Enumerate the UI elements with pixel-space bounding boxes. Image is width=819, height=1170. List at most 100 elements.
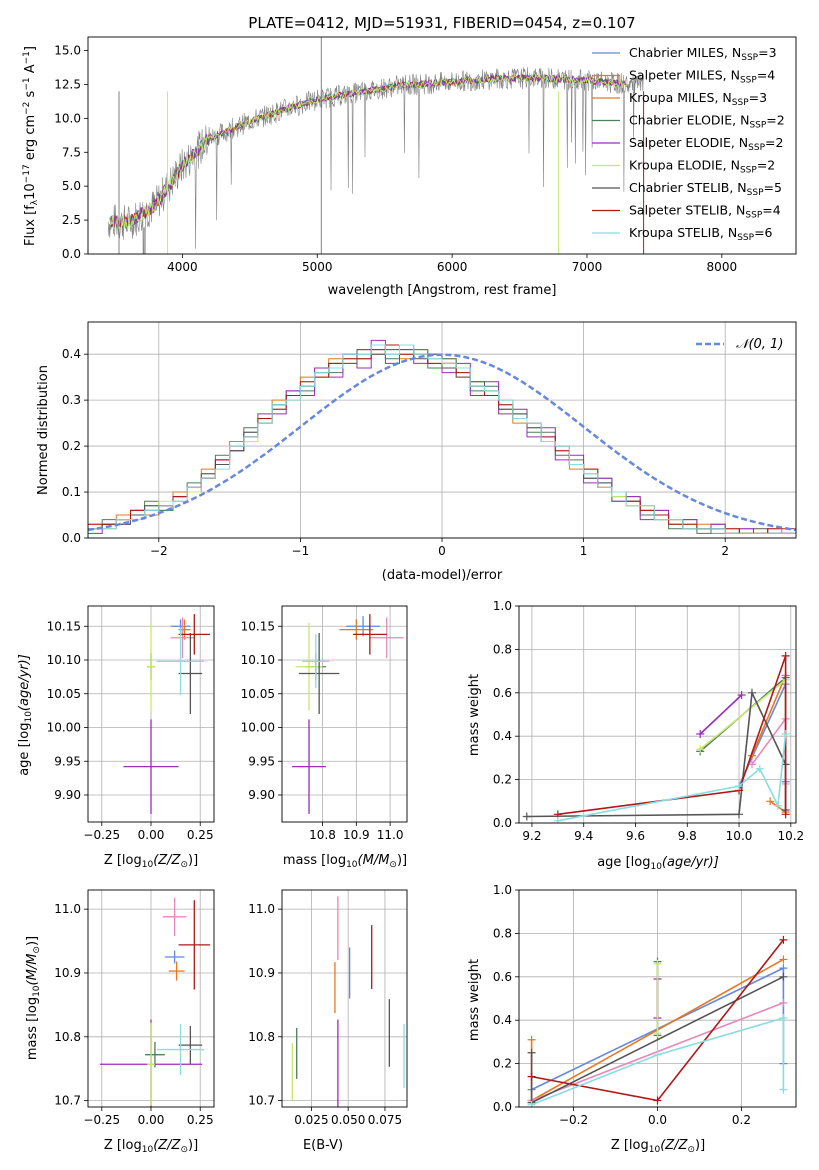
legend-label-tail: =6 xyxy=(754,225,772,240)
x-tick-label: −0.2 xyxy=(559,1113,588,1127)
y-tick-label: 2.5 xyxy=(62,213,81,227)
plus-marker xyxy=(781,810,790,819)
x-tick-label: −0.25 xyxy=(83,1113,120,1127)
x-tick-label: 9.8 xyxy=(678,829,697,843)
plus-marker xyxy=(747,688,756,697)
legend-label: Chabrier STELIB, NSSP=5 xyxy=(629,180,782,198)
y-tick-label: 10.05 xyxy=(47,687,81,701)
legend-label: Chabrier ELODIE, NSSP=2 xyxy=(629,113,785,131)
legend-label-sub: SSP xyxy=(747,188,764,198)
y-tick-label: 0.6 xyxy=(493,686,512,700)
errorbar-point xyxy=(145,1041,165,1068)
y-tick-label: 0.0 xyxy=(62,531,81,545)
y-tick-label: 5.0 xyxy=(62,179,81,193)
legend-label: Kroupa MILES, NSSP=3 xyxy=(629,90,767,108)
y-tick-label: 12.5 xyxy=(54,77,81,91)
plus-marker xyxy=(653,1029,662,1038)
residuals-legend: 𝒩(0, 1) xyxy=(696,337,783,352)
plus-marker xyxy=(527,1048,536,1057)
y-tick-label: 1.0 xyxy=(493,883,512,897)
errorbar-point xyxy=(292,719,326,814)
legend-label: Salpeter STELIB, NSSP=4 xyxy=(629,203,781,221)
x-tick-label: −1 xyxy=(292,544,310,558)
plus-marker xyxy=(735,782,744,791)
plus-marker xyxy=(653,1050,662,1059)
y-tick-label: 15.0 xyxy=(54,44,81,58)
errorbar-point xyxy=(339,619,374,640)
gaussian-curve xyxy=(88,353,796,532)
mass-vs-z-panel: −0.25 0.00 0.25 10.7 10.8 10.9 11.0 xyxy=(54,889,215,1127)
legend-label-text: Salpeter ELODIE, N xyxy=(629,135,748,150)
x-tick-label: 9.2 xyxy=(522,829,541,843)
plot-area xyxy=(527,935,788,1107)
legend-label-text: Chabrier ELODIE, N xyxy=(629,113,749,128)
errorbar-point xyxy=(162,897,187,936)
plus-marker xyxy=(735,810,744,819)
plus-marker xyxy=(781,730,790,739)
plus-marker xyxy=(755,764,764,773)
age-vs-mass-xlabel: mass [log10(M/M⊙)] xyxy=(283,853,407,870)
legend-label-text: Salpeter STELIB, N xyxy=(629,203,745,218)
plus-marker xyxy=(779,1085,788,1094)
weight-vs-age-xlabel: age [log10(age/yr)] xyxy=(597,855,719,872)
weight-line xyxy=(699,694,743,735)
x-tick-label: 0.0 xyxy=(648,1113,667,1127)
errorbar-point xyxy=(147,622,155,711)
legend-label-tail: =3 xyxy=(749,90,767,105)
y-tick-label: 0.4 xyxy=(62,347,81,361)
plus-marker xyxy=(527,1100,536,1107)
errorbar-point xyxy=(178,633,203,714)
mass-vs-ebv-xlabel: E(B-V) xyxy=(303,1138,343,1153)
y-tick-label: 10.8 xyxy=(248,1030,275,1044)
age-vs-mass-panel: 10.8 10.9 11.0 9.90 9.95 10.00 10.05 10.10 10.15 xyxy=(241,605,408,842)
errorbar-point xyxy=(123,719,179,814)
errorbar-point xyxy=(164,950,185,964)
legend-label-sub: SSP xyxy=(745,211,762,221)
plus-marker xyxy=(773,801,782,810)
grid xyxy=(282,890,407,1107)
age-vs-z-ylabel: age [log10(age/yr)] xyxy=(17,654,34,776)
plot-frame xyxy=(281,889,408,1108)
plot-frame xyxy=(87,605,215,823)
legend-label-sub: SSP xyxy=(737,233,754,243)
x-tick-label: 0.075 xyxy=(368,1113,402,1127)
mass-vs-z-ylabel: mass [log10(M/M⊙)] xyxy=(25,936,42,1060)
spectrum-panel: 4000 5000 6000 7000 8000 0.0 2.5 5.0 7.5 10.0 12.5… xyxy=(54,36,797,274)
weight-vs-age-ylabel: mass weight xyxy=(467,674,482,756)
errorbar-point xyxy=(178,1025,203,1065)
plus-marker xyxy=(779,1014,788,1023)
spectrum-ylabel: Flux [fλ10−17 erg cm−2 s−1 A−1] xyxy=(22,46,40,246)
x-tick-label: 5000 xyxy=(302,260,333,274)
y-tick-label: 10.10 xyxy=(47,653,81,667)
legend-gaussian-label: 𝒩(0, 1) xyxy=(736,337,783,352)
y-tick-label: 9.95 xyxy=(248,754,275,768)
y-tick-label: 0.0 xyxy=(493,816,512,830)
y-tick-label: 0.0 xyxy=(62,247,81,261)
plus-marker xyxy=(696,745,705,754)
plus-marker xyxy=(527,1072,536,1081)
legend-label-sub: SSP xyxy=(748,143,765,153)
legend-label-sub: SSP xyxy=(740,76,757,86)
errorbar-point xyxy=(346,616,380,637)
x-tick-label: 0.050 xyxy=(331,1113,365,1127)
plus-marker xyxy=(747,760,756,769)
y-tick-label: 9.95 xyxy=(54,754,81,768)
y-tick-label: 0.2 xyxy=(493,773,512,787)
errorbar-point xyxy=(178,614,211,655)
plus-marker xyxy=(779,998,788,1007)
weight-vs-z-xlabel: Z [log10(Z/Z⊙)] xyxy=(611,1138,705,1155)
y-tick-label: 9.90 xyxy=(54,788,81,802)
x-tick-label: 6000 xyxy=(437,260,468,274)
x-tick-label: 0 xyxy=(438,544,446,558)
errorbar-point xyxy=(352,614,387,655)
legend-label-tail: =2 xyxy=(757,158,775,173)
plus-marker xyxy=(522,812,531,821)
x-tick-label: 7000 xyxy=(572,260,603,274)
x-tick-label: 9.4 xyxy=(574,829,593,843)
y-tick-label: 0.8 xyxy=(493,926,512,940)
legend-label-sub: SSP xyxy=(732,98,749,108)
legend-label-text: Kroupa STELIB, N xyxy=(629,225,737,240)
plot-frame xyxy=(518,605,797,824)
weight-line xyxy=(699,679,787,750)
